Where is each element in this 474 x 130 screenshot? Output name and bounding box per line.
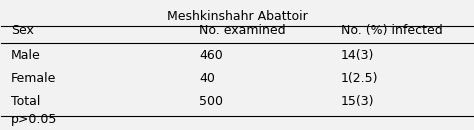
Text: 1(2.5): 1(2.5): [341, 72, 378, 85]
Text: Male: Male: [11, 49, 41, 62]
Text: 500: 500: [199, 95, 223, 108]
Text: 40: 40: [199, 72, 215, 85]
Text: 460: 460: [199, 49, 223, 62]
Text: 15(3): 15(3): [341, 95, 374, 108]
Text: 14(3): 14(3): [341, 49, 374, 62]
Text: Sex: Sex: [11, 24, 34, 37]
Text: Female: Female: [11, 72, 56, 85]
Text: Meshkinshahr Abattoir: Meshkinshahr Abattoir: [167, 10, 307, 23]
Text: p>0.05: p>0.05: [11, 113, 57, 126]
Text: Total: Total: [11, 95, 40, 108]
Text: No. examined: No. examined: [199, 24, 286, 37]
Text: No. (%) infected: No. (%) infected: [341, 24, 442, 37]
